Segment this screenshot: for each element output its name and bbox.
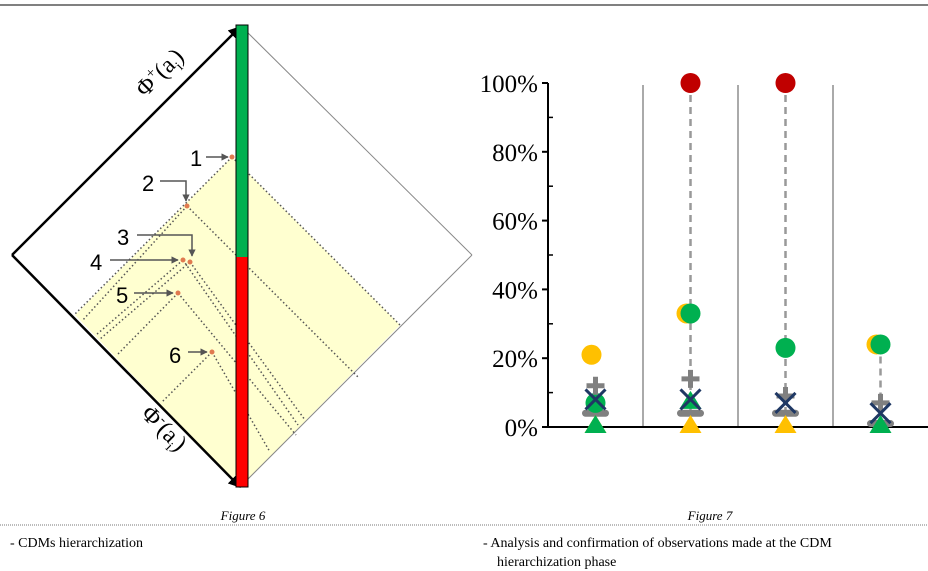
plus-marker xyxy=(871,393,890,412)
circle-marker xyxy=(680,303,701,324)
bullet: - Analysis and confirmation of observati… xyxy=(483,536,832,551)
triangle-marker xyxy=(679,415,702,433)
plus-marker xyxy=(586,376,605,395)
circle-marker xyxy=(775,337,796,358)
x-marker xyxy=(584,388,607,411)
y-tick-label: 60% xyxy=(492,209,538,236)
point-label: 2 xyxy=(142,171,154,196)
circle-marker xyxy=(680,73,701,93)
bar-outline xyxy=(235,24,249,488)
y-tick-label: 0% xyxy=(505,415,538,442)
caption: Figure 7 xyxy=(687,508,733,523)
circle-marker xyxy=(775,73,796,93)
point-label: 6 xyxy=(169,343,181,368)
y-tick-label: 100% xyxy=(480,71,538,98)
points xyxy=(175,154,235,355)
y-tick-label: 80% xyxy=(492,140,538,167)
edge xyxy=(11,26,241,256)
circle-marker xyxy=(581,344,602,365)
edge xyxy=(239,254,473,488)
bullet: hierarchization phase xyxy=(497,555,616,570)
phi-plus-label: Φ+(ai) xyxy=(130,43,192,105)
edge xyxy=(11,254,241,488)
point-label: 1 xyxy=(190,146,202,171)
caption: Figure 6 xyxy=(220,508,266,523)
point-label: 5 xyxy=(116,283,128,308)
y-tick-label: 20% xyxy=(492,346,538,373)
callouts xyxy=(110,153,229,356)
figure-7: Figure 7 0% 20% 40% 60% 80% 100% xyxy=(480,71,928,523)
point-label: 4 xyxy=(90,250,102,275)
figure-6: 1 2 3 4 5 6 Φ+(ai) Φ-(ai) Figure 6 xyxy=(11,24,473,523)
triangle-marker xyxy=(869,415,892,433)
circle-marker xyxy=(870,334,891,355)
red-bar xyxy=(236,257,248,487)
y-tick-label: 40% xyxy=(492,277,538,304)
green-bar xyxy=(236,25,248,257)
circle-marker xyxy=(585,392,606,413)
bullet: - CDMs hierarchization xyxy=(10,536,143,551)
triangle-marker xyxy=(584,415,607,433)
edge xyxy=(239,24,473,256)
plus-marker xyxy=(681,369,700,388)
x-marker xyxy=(679,388,702,411)
point-label: 3 xyxy=(117,225,129,250)
triangle-marker xyxy=(774,415,797,433)
x-marker xyxy=(774,391,797,414)
x-marker xyxy=(869,402,892,425)
